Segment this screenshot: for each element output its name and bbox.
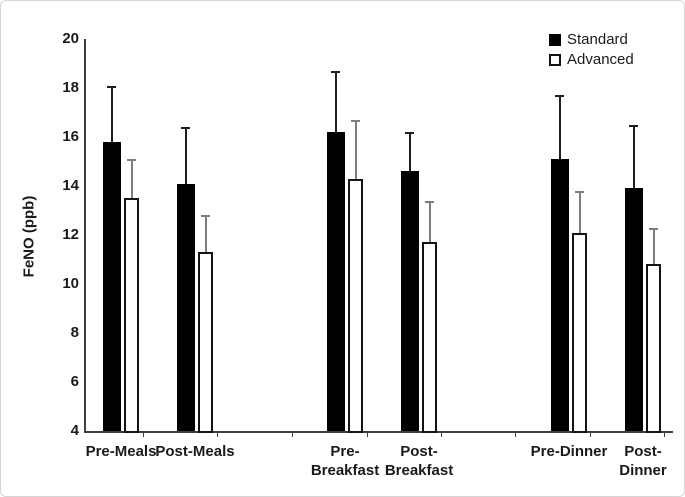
error-bar-cap-standard <box>629 124 638 127</box>
x-category-label: Post- Breakfast <box>384 443 454 479</box>
x-tick <box>590 431 591 437</box>
error-bar-advanced <box>205 215 207 253</box>
x-tick <box>292 431 293 437</box>
legend-label-standard: Standard <box>567 31 628 48</box>
y-tick-label: 6 <box>70 373 79 390</box>
bar-standard <box>625 188 643 431</box>
bar-standard <box>327 132 345 431</box>
bar-standard <box>551 159 569 431</box>
bar-advanced <box>572 232 587 433</box>
error-bar-standard <box>633 124 635 189</box>
error-bar-standard <box>335 70 337 133</box>
bar-advanced <box>422 242 437 433</box>
x-tick <box>143 431 144 437</box>
error-bar-cap-advanced <box>425 200 434 203</box>
error-bar-standard <box>185 127 187 184</box>
legend-label-advanced: Advanced <box>567 51 634 68</box>
y-tick-label: 14 <box>62 177 79 194</box>
error-bar-cap-standard <box>107 85 116 88</box>
error-bar-cap-advanced <box>127 159 136 162</box>
error-bar-cap-advanced <box>575 190 584 193</box>
legend: Standard Advanced <box>549 32 634 68</box>
y-tick-label: 18 <box>62 79 79 96</box>
error-bar-cap-standard <box>555 95 564 98</box>
x-tick <box>515 431 516 437</box>
bar-advanced <box>348 178 363 433</box>
legend-swatch-standard-icon <box>549 34 561 46</box>
bar-advanced <box>198 252 213 433</box>
legend-swatch-advanced-icon <box>549 54 561 66</box>
error-bar-standard <box>559 95 561 160</box>
x-category-label: Pre- Breakfast <box>310 443 380 479</box>
error-bar-advanced <box>579 190 581 233</box>
x-category-label: Post-Meals <box>155 443 235 460</box>
y-tick-label: 12 <box>62 226 79 243</box>
error-bar-cap-advanced <box>351 119 360 122</box>
bar-advanced <box>124 198 139 433</box>
legend-item-advanced: Advanced <box>549 52 634 68</box>
x-tick <box>664 431 665 437</box>
error-bar-advanced <box>131 159 133 199</box>
x-category-label: Pre-Meals <box>85 443 157 460</box>
y-tick-label: 10 <box>62 275 79 292</box>
y-axis-line <box>84 39 86 433</box>
x-category-label: Post- Dinner <box>619 443 667 479</box>
error-bar-cap-standard <box>405 132 414 135</box>
legend-item-standard: Standard <box>549 32 634 48</box>
bar-standard <box>401 171 419 431</box>
y-tick-label: 16 <box>62 128 79 145</box>
error-bar-cap-advanced <box>649 227 658 230</box>
y-tick-label: 8 <box>70 324 79 341</box>
error-bar-advanced <box>429 200 431 243</box>
x-axis-line <box>84 431 673 433</box>
x-category-label: Pre-Dinner <box>530 443 608 460</box>
error-bar-standard <box>409 132 411 172</box>
error-bar-cap-standard <box>181 127 190 130</box>
bar-standard <box>177 183 195 431</box>
x-tick <box>367 431 368 437</box>
error-bar-cap-standard <box>331 70 340 73</box>
y-tick-label: 4 <box>70 422 79 439</box>
error-bar-cap-advanced <box>201 215 210 218</box>
bar-standard <box>103 141 121 431</box>
x-tick <box>441 431 442 437</box>
y-tick-label: 20 <box>62 30 79 47</box>
bar-advanced <box>646 264 661 433</box>
error-bar-standard <box>111 85 113 142</box>
error-bar-advanced <box>355 119 357 179</box>
error-bar-advanced <box>653 227 655 265</box>
x-tick <box>217 431 218 437</box>
